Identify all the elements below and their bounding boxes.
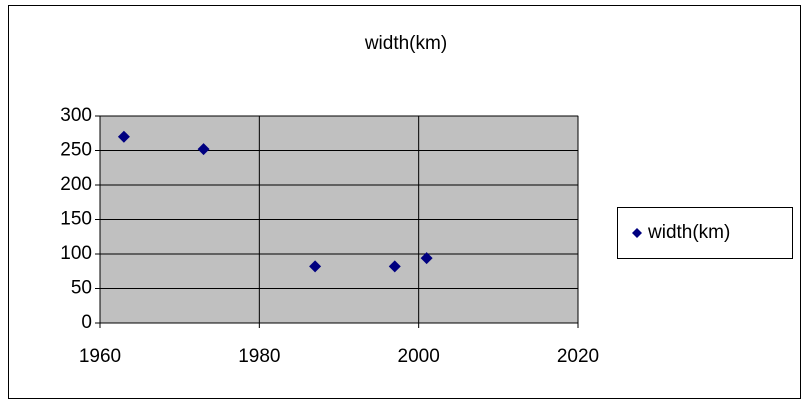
point bbox=[309, 260, 322, 273]
chart-title: width(km) bbox=[364, 33, 447, 54]
y-tick-label: 250 bbox=[60, 140, 92, 161]
y-tick-label: 0 bbox=[81, 312, 92, 333]
y-tick-label: 50 bbox=[71, 278, 92, 299]
point bbox=[388, 260, 401, 273]
x-tick-label: 1960 bbox=[79, 346, 121, 367]
y-tick-label: 100 bbox=[60, 243, 92, 264]
y-tick-label: 150 bbox=[60, 209, 92, 230]
legend-marker bbox=[632, 228, 642, 238]
legend-label: width(km) bbox=[647, 222, 730, 243]
y-tick-label: 200 bbox=[60, 174, 92, 195]
x-tick-label: 1980 bbox=[238, 346, 280, 367]
x-tick-label: 2020 bbox=[557, 346, 599, 367]
point bbox=[197, 143, 210, 156]
point bbox=[420, 252, 433, 265]
x-tick-label: 2000 bbox=[398, 346, 440, 367]
legend-box bbox=[617, 207, 793, 259]
point bbox=[117, 130, 130, 143]
y-tick-label: 300 bbox=[60, 105, 92, 126]
